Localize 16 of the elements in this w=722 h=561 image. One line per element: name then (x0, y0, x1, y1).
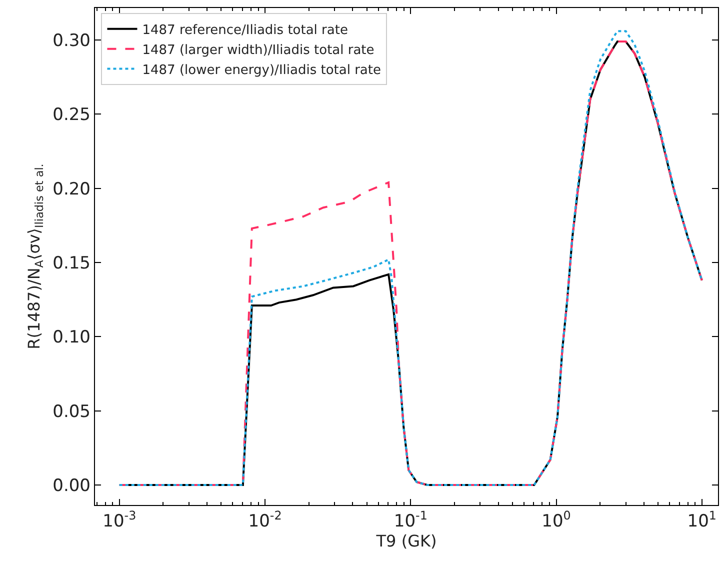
y-tick-label: 0.10 (52, 328, 90, 348)
y-tick-label: 0.25 (52, 105, 90, 126)
y-tick-label: 0.05 (52, 402, 90, 422)
x-tick-label: 10$^{0}$ (542, 508, 571, 532)
x-axis-title: T9 (GK) (375, 532, 437, 550)
legend-label: 1487 (larger width)/Iliadis total rate (142, 42, 374, 58)
legend-label: 1487 (lower energy)/Iliadis total rate (142, 62, 382, 78)
x-tick-label: 10$^{-3}$ (102, 508, 136, 532)
legend-label: 1487 reference/Iliadis total rate (142, 22, 348, 38)
y-tick-label: 0.30 (52, 30, 90, 51)
y-tick-label: 0.00 (52, 476, 90, 496)
x-tick-label: 10$^{-2}$ (248, 508, 282, 532)
y-tick-label: 0.15 (52, 253, 90, 274)
y-tick-label: 0.20 (52, 179, 90, 200)
x-tick-label: 10$^{1}$ (687, 508, 717, 532)
x-tick-label: 10$^{-1}$ (394, 508, 428, 532)
